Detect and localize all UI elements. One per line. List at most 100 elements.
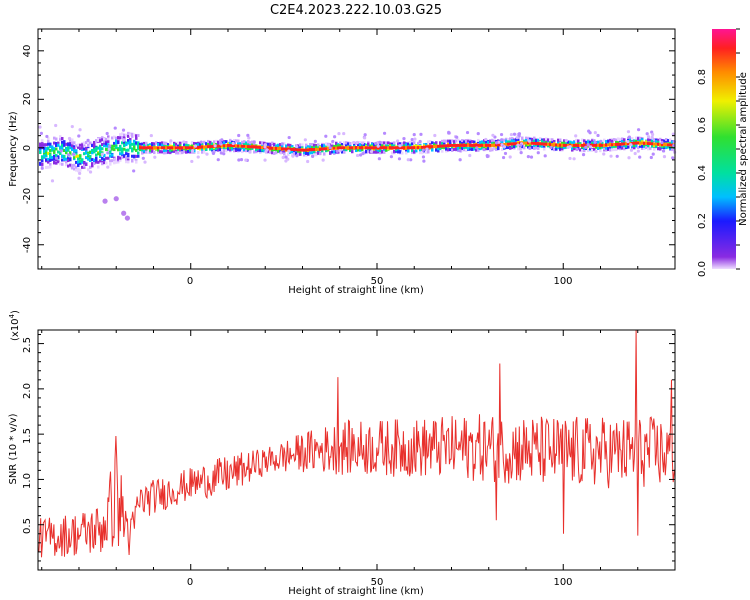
spectrogram-cell — [79, 168, 82, 172]
spectrogram-ridge-cell — [157, 146, 160, 150]
spectrogram-ridge-cell — [485, 143, 488, 147]
spectrogram-cell — [547, 144, 550, 148]
spectrogram-cell — [199, 142, 202, 146]
spectrogram-cell — [59, 137, 62, 141]
spectrogram-cell — [297, 152, 300, 156]
spectrogram-ridge-cell — [659, 142, 662, 146]
spectrogram-cell — [151, 143, 154, 147]
spectrogram-speckle — [651, 132, 655, 137]
spectrogram-cell — [615, 138, 618, 142]
spectrogram-speckle — [220, 138, 224, 142]
spectrogram-ridge-cell — [669, 143, 672, 147]
spectrogram-cell — [601, 145, 604, 149]
spectrogram-speckle — [485, 154, 489, 158]
spectrogram-cell — [107, 143, 110, 147]
spectrogram-cell — [57, 156, 60, 160]
spectrogram-ridge-cell — [227, 143, 230, 147]
spectrogram-speckle — [337, 132, 341, 136]
spectrogram-ridge-cell — [331, 146, 334, 150]
spectrogram-ridge-cell — [645, 141, 648, 145]
spectrogram-cell — [321, 144, 324, 148]
spectrogram-cell — [659, 145, 662, 149]
spectrogram-cell — [273, 151, 276, 155]
spectrogram-ridge-cell — [477, 143, 480, 147]
spectrogram-cell — [83, 152, 86, 156]
spectrogram-speckle — [568, 156, 572, 161]
spectrogram-cell — [83, 141, 86, 145]
spectrogram-cell — [287, 153, 290, 157]
spectrogram-cell — [471, 140, 474, 144]
spectrogram-frame — [37, 28, 676, 270]
spectrogram-cell — [129, 140, 132, 144]
spectrogram-cell — [53, 154, 56, 158]
spectrogram-cell — [95, 149, 98, 153]
spectrogram-cell — [69, 163, 72, 167]
spectrogram-speckle — [281, 155, 285, 160]
spectrogram-cell — [161, 143, 164, 147]
spectrogram-cell — [69, 146, 72, 150]
spectrogram-cell — [545, 137, 548, 141]
spectrogram-speckle — [295, 154, 299, 158]
spectrogram-cell — [633, 139, 636, 143]
spectrogram-cell — [377, 150, 380, 154]
spectrogram-cell — [73, 147, 76, 151]
spectrogram-ridge-cell — [243, 144, 246, 148]
spectrogram-ridge-cell — [449, 144, 452, 148]
spectrogram-cell — [119, 147, 122, 151]
spectrogram-speckle — [626, 139, 630, 144]
spectrogram-cell — [385, 148, 388, 152]
spectrogram-cell — [575, 138, 578, 142]
spectrogram-cell — [627, 136, 630, 140]
spectrogram-cell — [77, 167, 80, 171]
spectrogram-cell — [205, 142, 208, 146]
spectrogram-ridge-cell — [423, 145, 426, 149]
spectrogram-speckle — [50, 179, 55, 183]
snr-x-ticks — [41, 330, 676, 570]
spectrogram-cell — [119, 156, 122, 160]
spectrogram-cell — [219, 148, 222, 152]
spectrogram-cell — [45, 150, 48, 154]
spectrogram-cell — [171, 148, 174, 152]
spectrogram-cell — [129, 146, 132, 150]
spectrogram-cell — [409, 143, 412, 147]
spectrogram-cell — [123, 143, 126, 147]
spectrogram-speckle — [182, 140, 186, 144]
spectrogram-cell — [267, 142, 270, 146]
spectrogram-cell — [121, 155, 124, 159]
spectrogram-cell — [271, 151, 274, 155]
spectrogram-cell — [619, 145, 622, 149]
spectrogram-cell — [51, 145, 54, 149]
spectrogram-cell — [67, 142, 70, 146]
spectrogram-cell — [639, 144, 642, 148]
spectrogram-ridge-cell — [175, 146, 178, 150]
spectrogram-cell — [191, 141, 194, 145]
spectrogram-ridge-cell — [427, 145, 430, 149]
spectrogram-cell — [227, 147, 230, 151]
spectrogram-cell — [165, 141, 168, 145]
spectrogram-cell — [241, 140, 244, 144]
spectrogram-cell — [313, 149, 316, 153]
spectrogram-cell — [663, 139, 666, 143]
spectrogram-cell — [281, 144, 284, 148]
spectrogram-speckle — [100, 152, 104, 156]
spectrogram-cell — [535, 146, 538, 150]
spectrogram-cell — [449, 147, 452, 151]
spectrogram-cell — [159, 142, 162, 146]
spectrogram-cell — [119, 158, 122, 162]
spectrogram-speckle — [132, 169, 136, 173]
spectrogram-speckle — [149, 133, 153, 138]
spectrogram-speckle — [219, 151, 223, 155]
spectrogram-cell — [559, 146, 562, 150]
spectrogram-speckle — [121, 128, 126, 132]
spectrogram-cell — [333, 144, 336, 148]
spectrogram-cell — [65, 146, 68, 150]
spectrogram-speckle — [352, 140, 356, 145]
spectrogram-ridge-cell — [335, 146, 338, 150]
spectrogram-cell — [109, 159, 112, 163]
spectrogram-cell — [411, 148, 414, 152]
spectrogram-cell — [593, 139, 596, 143]
spectrogram-speckle — [40, 166, 44, 170]
spectrogram-cell — [655, 145, 658, 149]
spectrogram-cell — [125, 155, 128, 159]
spectrogram-cell — [623, 147, 626, 151]
